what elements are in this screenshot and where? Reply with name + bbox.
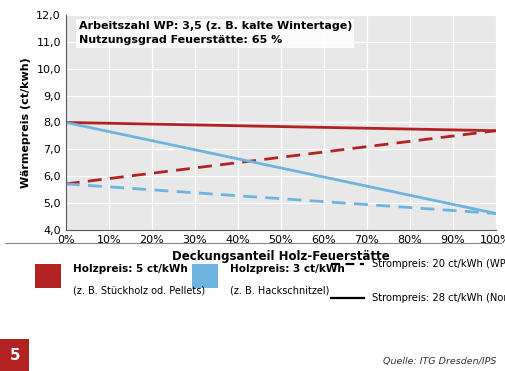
Bar — [35, 264, 61, 288]
Text: Quelle: ITG Dresden/IPS: Quelle: ITG Dresden/IPS — [382, 357, 495, 366]
Text: Holzpreis: 3 ct/kWh: Holzpreis: 3 ct/kWh — [230, 264, 344, 274]
Text: Arbeitszahl WP: 3,5 (z. B. kalte Wintertage)
Nutzungsgrad Feuerstätte: 65 %: Arbeitszahl WP: 3,5 (z. B. kalte Wintert… — [79, 21, 351, 45]
Text: Strompreis: 28 ct/kWh (Normaltarif): Strompreis: 28 ct/kWh (Normaltarif) — [371, 293, 505, 302]
Text: 5: 5 — [10, 348, 20, 363]
Bar — [192, 264, 217, 288]
Text: (z. B. Stückholz od. Pellets): (z. B. Stückholz od. Pellets) — [73, 286, 205, 296]
X-axis label: Deckungsanteil Holz-Feuerstätte: Deckungsanteil Holz-Feuerstätte — [172, 250, 389, 263]
Text: (z. B. Hackschnitzel): (z. B. Hackschnitzel) — [230, 286, 329, 296]
Y-axis label: Wärmepreis (ct/kwh): Wärmepreis (ct/kwh) — [21, 57, 31, 188]
Text: Strompreis: 20 ct/kWh (WP-Tarif): Strompreis: 20 ct/kWh (WP-Tarif) — [371, 259, 505, 269]
Text: Holzpreis: 5 ct/kWh: Holzpreis: 5 ct/kWh — [73, 264, 188, 274]
